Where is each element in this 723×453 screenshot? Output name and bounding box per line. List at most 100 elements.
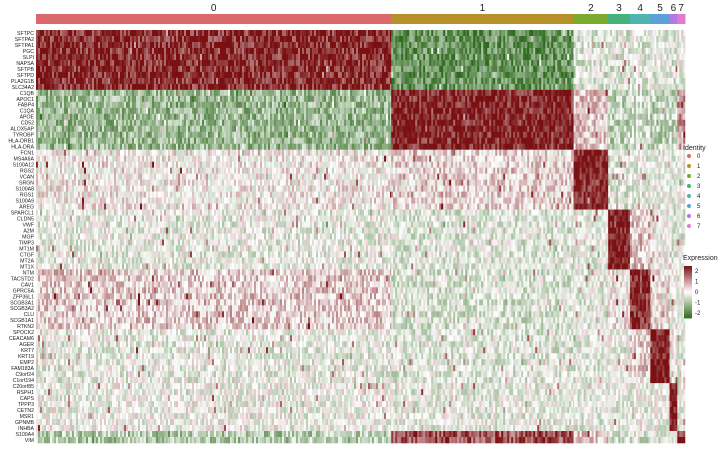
heatmap-cell — [533, 71, 536, 79]
heatmap-cell — [607, 47, 609, 55]
heatmap-cell — [529, 30, 532, 37]
heatmap-cell — [433, 41, 436, 49]
heatmap-cell — [457, 101, 460, 109]
heatmap-cell — [258, 83, 261, 91]
heatmap-cell — [294, 101, 297, 109]
heatmap-cell — [278, 65, 281, 73]
heatmap-cell — [66, 41, 69, 49]
heatmap-cell — [567, 83, 570, 91]
heatmap-cell — [626, 71, 629, 79]
heatmap-cell — [84, 30, 87, 37]
heatmap-cell — [172, 30, 175, 37]
heatmap-cell — [451, 41, 454, 49]
heatmap-cell — [46, 47, 49, 55]
heatmap-cell — [106, 41, 109, 49]
heatmap-cell — [597, 53, 600, 61]
heatmap-cell — [515, 41, 518, 49]
heatmap-cell — [122, 30, 125, 37]
heatmap-cell — [391, 89, 394, 97]
heatmap-cell — [108, 119, 111, 127]
heatmap-cell — [142, 71, 145, 79]
heatmap-cell — [192, 41, 195, 49]
heatmap-cell — [282, 113, 285, 121]
heatmap-cell — [298, 89, 301, 97]
heatmap-cell — [435, 47, 438, 55]
heatmap-cell — [535, 30, 538, 37]
heatmap-cell — [549, 71, 552, 79]
heatmap-cell — [649, 107, 651, 115]
cluster-annotation-bar — [36, 14, 686, 24]
heatmap-cell — [519, 59, 522, 67]
heatmap-cell — [543, 53, 546, 61]
heatmap-cell — [98, 59, 101, 67]
heatmap-cell — [583, 30, 586, 37]
heatmap-cell — [336, 89, 339, 97]
heatmap-cell — [334, 77, 337, 85]
heatmap-cell — [364, 71, 367, 79]
heatmap-cell — [166, 59, 169, 67]
heatmap-cell — [304, 47, 307, 55]
heatmap-cell — [386, 83, 389, 91]
heatmap-cell — [54, 35, 57, 43]
heatmap-cell — [256, 59, 259, 67]
heatmap-cell — [429, 83, 432, 91]
heatmap-cell — [204, 35, 207, 43]
heatmap-cell — [294, 71, 297, 79]
heatmap-cell — [250, 35, 253, 43]
heatmap-cell — [238, 83, 241, 91]
heatmap-cell — [246, 35, 249, 43]
heatmap-cell — [652, 83, 655, 91]
heatmap-cell — [196, 59, 199, 67]
heatmap-cell — [384, 95, 387, 103]
heatmap-cell — [38, 77, 41, 85]
heatmap-cell — [622, 53, 625, 61]
heatmap-cell — [557, 30, 560, 37]
heatmap-cell — [624, 47, 627, 55]
heatmap-cell — [679, 89, 682, 97]
heatmap-cell — [310, 41, 313, 49]
heatmap-cell — [130, 89, 133, 97]
heatmap-cell — [342, 59, 345, 67]
heatmap-cell — [374, 71, 377, 79]
heatmap-cell — [401, 101, 404, 109]
heatmap-cell — [386, 71, 389, 79]
heatmap-cell — [276, 83, 279, 91]
heatmap-cell — [126, 53, 129, 61]
heatmap-cell — [138, 89, 141, 97]
heatmap-cell — [280, 71, 283, 79]
heatmap-cell — [583, 107, 586, 115]
heatmap-cell — [342, 65, 345, 73]
heatmap-cell — [360, 95, 363, 103]
heatmap-cell — [208, 113, 211, 121]
heatmap-cell — [631, 59, 635, 67]
heatmap-cell — [44, 53, 47, 61]
heatmap-cell — [380, 30, 383, 37]
heatmap-cell — [126, 65, 129, 73]
heatmap-cell — [242, 30, 245, 37]
heatmap-cell — [654, 65, 657, 73]
heatmap-cell — [605, 41, 608, 49]
heatmap-cell — [573, 83, 576, 91]
heatmap-cell — [246, 107, 249, 115]
heatmap-cell — [232, 83, 235, 91]
heatmap-cell — [298, 65, 301, 73]
heatmap-cell — [459, 107, 462, 115]
heatmap-cell — [310, 30, 313, 37]
heatmap-cell — [378, 83, 381, 91]
heatmap-cell — [443, 77, 446, 85]
heatmap-cell — [475, 30, 478, 37]
heatmap-cell — [390, 65, 392, 73]
heatmap-cell — [455, 77, 458, 85]
heatmap-cell — [395, 89, 398, 97]
heatmap-cell — [212, 89, 215, 97]
heatmap-cell — [42, 101, 45, 109]
heatmap-cell — [128, 113, 131, 121]
heatmap-cell — [565, 41, 568, 49]
heatmap-cell — [364, 83, 367, 91]
heatmap-cell — [90, 119, 93, 127]
heatmap-cell — [54, 101, 57, 109]
heatmap-cell — [98, 35, 101, 43]
heatmap-cell — [605, 65, 608, 73]
heatmap-cell — [102, 83, 105, 91]
heatmap-cell — [52, 47, 55, 55]
